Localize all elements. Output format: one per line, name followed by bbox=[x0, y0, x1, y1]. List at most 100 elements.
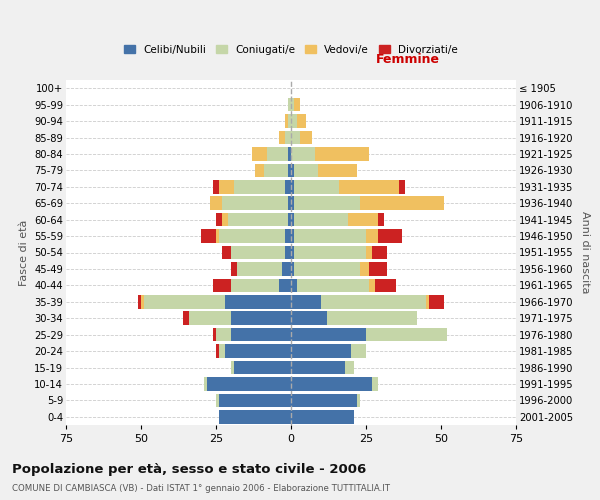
Bar bbox=[366, 246, 372, 259]
Bar bbox=[285, 246, 291, 259]
Y-axis label: Fasce di età: Fasce di età bbox=[19, 220, 29, 286]
Bar bbox=[225, 344, 291, 358]
Bar bbox=[231, 246, 285, 259]
Bar bbox=[219, 344, 225, 358]
Bar bbox=[294, 164, 318, 177]
Bar bbox=[291, 98, 294, 112]
Bar bbox=[213, 180, 219, 194]
Bar bbox=[291, 394, 357, 407]
Bar bbox=[291, 328, 366, 342]
Bar bbox=[321, 295, 426, 308]
Bar bbox=[291, 377, 372, 390]
Bar bbox=[219, 394, 291, 407]
Bar bbox=[291, 278, 297, 292]
Bar bbox=[318, 164, 357, 177]
Bar bbox=[252, 147, 267, 160]
Bar bbox=[213, 328, 216, 342]
Text: Femmine: Femmine bbox=[376, 53, 440, 66]
Bar bbox=[222, 213, 228, 226]
Bar bbox=[369, 262, 387, 276]
Bar bbox=[141, 295, 144, 308]
Bar bbox=[288, 164, 291, 177]
Text: Popolazione per età, sesso e stato civile - 2006: Popolazione per età, sesso e stato civil… bbox=[12, 462, 366, 475]
Bar bbox=[231, 262, 237, 276]
Legend: Celibi/Nubili, Coniugati/e, Vedovi/e, Divorziati/e: Celibi/Nubili, Coniugati/e, Vedovi/e, Di… bbox=[120, 40, 462, 58]
Bar bbox=[366, 328, 447, 342]
Bar bbox=[291, 131, 300, 144]
Bar bbox=[231, 328, 291, 342]
Bar bbox=[279, 278, 291, 292]
Bar bbox=[264, 164, 288, 177]
Bar bbox=[291, 164, 294, 177]
Bar bbox=[225, 295, 291, 308]
Bar bbox=[291, 246, 294, 259]
Bar bbox=[372, 377, 378, 390]
Bar bbox=[231, 361, 234, 374]
Bar bbox=[219, 230, 285, 243]
Bar bbox=[189, 312, 231, 325]
Bar bbox=[300, 131, 312, 144]
Bar bbox=[369, 278, 375, 292]
Bar bbox=[339, 180, 399, 194]
Bar bbox=[294, 262, 360, 276]
Bar bbox=[144, 295, 225, 308]
Bar bbox=[138, 295, 141, 308]
Bar bbox=[204, 377, 207, 390]
Bar bbox=[255, 164, 264, 177]
Y-axis label: Anni di nascita: Anni di nascita bbox=[580, 211, 590, 294]
Bar bbox=[288, 114, 291, 128]
Bar bbox=[294, 180, 339, 194]
Bar bbox=[288, 213, 291, 226]
Bar bbox=[426, 295, 429, 308]
Bar bbox=[291, 196, 294, 210]
Bar bbox=[213, 278, 231, 292]
Bar bbox=[291, 410, 354, 424]
Bar bbox=[291, 213, 294, 226]
Bar bbox=[267, 147, 288, 160]
Bar bbox=[294, 213, 348, 226]
Bar bbox=[366, 230, 378, 243]
Bar bbox=[216, 344, 219, 358]
Bar bbox=[216, 328, 231, 342]
Bar bbox=[219, 180, 234, 194]
Bar bbox=[294, 98, 300, 112]
Bar bbox=[291, 295, 321, 308]
Bar bbox=[234, 180, 285, 194]
Bar bbox=[294, 230, 366, 243]
Bar bbox=[291, 147, 315, 160]
Bar bbox=[234, 361, 291, 374]
Bar bbox=[291, 344, 351, 358]
Bar bbox=[348, 213, 378, 226]
Bar bbox=[288, 98, 291, 112]
Bar bbox=[210, 196, 222, 210]
Bar bbox=[291, 262, 294, 276]
Bar bbox=[429, 295, 444, 308]
Bar bbox=[345, 361, 354, 374]
Bar bbox=[291, 230, 294, 243]
Bar bbox=[285, 180, 291, 194]
Bar bbox=[285, 114, 288, 128]
Bar bbox=[378, 213, 384, 226]
Bar bbox=[279, 131, 285, 144]
Bar bbox=[216, 394, 219, 407]
Bar bbox=[231, 278, 279, 292]
Bar bbox=[360, 262, 369, 276]
Bar bbox=[285, 131, 291, 144]
Bar bbox=[327, 312, 417, 325]
Bar bbox=[375, 278, 396, 292]
Bar bbox=[291, 114, 297, 128]
Bar bbox=[237, 262, 282, 276]
Bar bbox=[372, 246, 387, 259]
Bar bbox=[222, 196, 288, 210]
Text: COMUNE DI CAMBIASCA (VB) - Dati ISTAT 1° gennaio 2006 - Elaborazione TUTTITALIA.: COMUNE DI CAMBIASCA (VB) - Dati ISTAT 1°… bbox=[12, 484, 390, 493]
Bar bbox=[282, 262, 291, 276]
Bar bbox=[291, 312, 327, 325]
Bar bbox=[288, 147, 291, 160]
Bar bbox=[219, 410, 291, 424]
Bar bbox=[201, 230, 216, 243]
Bar bbox=[228, 213, 288, 226]
Bar bbox=[231, 312, 291, 325]
Bar bbox=[315, 147, 369, 160]
Bar bbox=[216, 230, 219, 243]
Bar bbox=[291, 180, 294, 194]
